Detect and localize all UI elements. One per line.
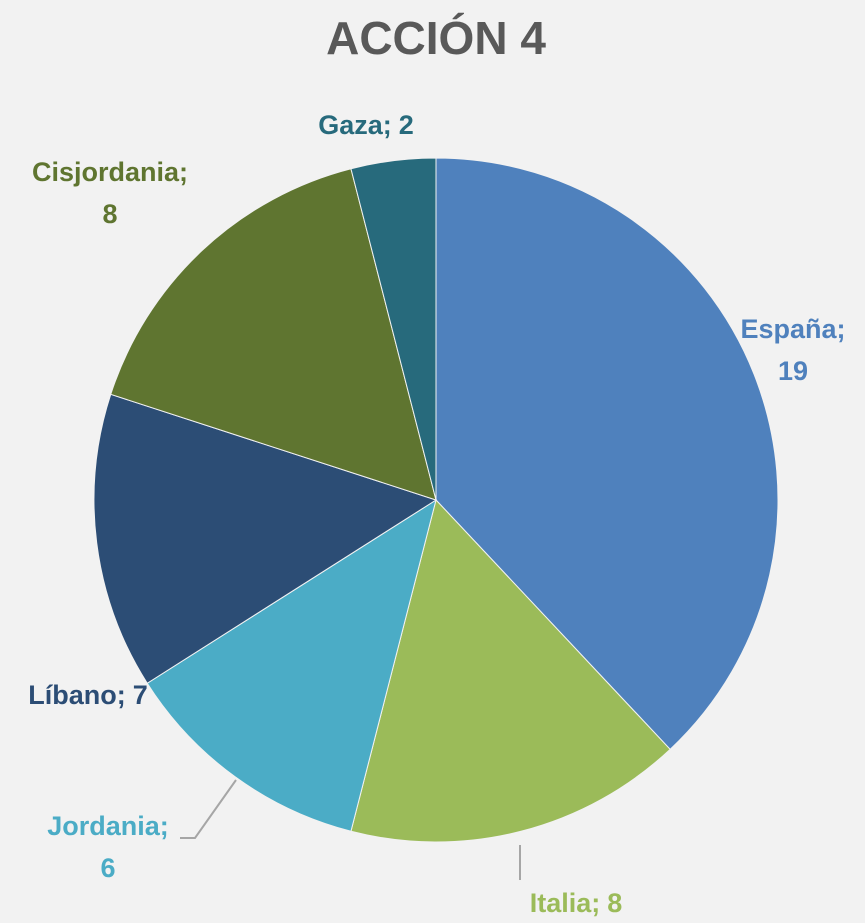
data-label: Gaza; 2 <box>318 110 414 140</box>
label-separator: ; <box>160 811 169 841</box>
slice <box>435 157 779 751</box>
label-value: 8 <box>607 888 622 918</box>
data-label: Cisjordania; 8 <box>32 157 188 229</box>
data-label: Italia; 8 <box>530 888 623 918</box>
slice <box>146 498 437 832</box>
slice <box>93 393 438 684</box>
label-name: Jordania <box>47 811 161 841</box>
label-name: Italia <box>530 888 593 918</box>
label-separator: ; <box>837 314 846 344</box>
label-value: 7 <box>133 680 148 710</box>
slice <box>350 157 437 501</box>
slice <box>350 498 671 843</box>
data-label: Jordania; 6 <box>47 811 169 883</box>
leader-line <box>180 779 237 839</box>
label-name: Cisjordania <box>32 157 180 187</box>
chart-title: ACCIÓN 4 <box>326 12 546 64</box>
label-name: Gaza <box>318 110 384 140</box>
label-value: 6 <box>100 853 115 883</box>
label-name: Líbano <box>28 680 117 710</box>
slices <box>93 157 779 843</box>
slice <box>110 168 437 501</box>
label-value: 2 <box>399 110 414 140</box>
label-value: 19 <box>778 356 808 386</box>
label-separator: ; <box>179 157 188 187</box>
label-separator: ; <box>591 888 600 918</box>
data-label: Líbano; 7 <box>28 680 148 710</box>
label-separator: ; <box>383 110 392 140</box>
data-label: España; 19 <box>740 314 845 386</box>
label-separator: ; <box>117 680 126 710</box>
label-name: España <box>740 314 837 344</box>
label-value: 8 <box>102 199 117 229</box>
